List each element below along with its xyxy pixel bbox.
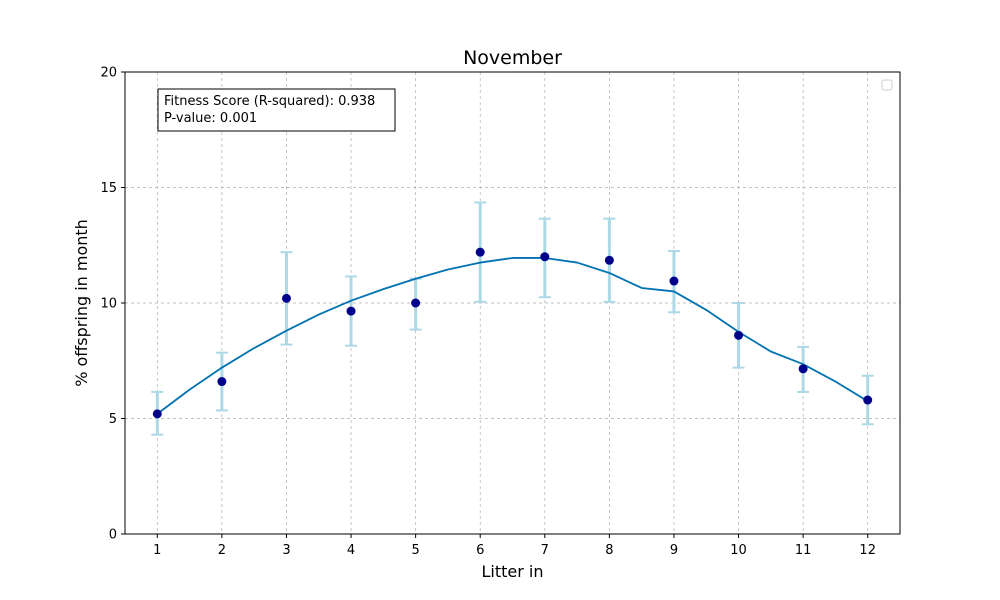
data-point bbox=[346, 306, 356, 316]
data-point bbox=[798, 364, 808, 374]
data-point bbox=[604, 255, 614, 265]
data-point bbox=[217, 377, 227, 387]
x-tick-label: 11 bbox=[795, 543, 812, 558]
x-tick-label: 10 bbox=[730, 543, 747, 558]
y-axis-label: % offspring in month bbox=[72, 219, 91, 387]
x-tick-label: 3 bbox=[282, 543, 290, 558]
data-point bbox=[411, 298, 421, 308]
x-tick-label: 9 bbox=[670, 543, 678, 558]
x-axis-label: Litter in bbox=[482, 562, 544, 581]
y-tick-label: 0 bbox=[109, 528, 117, 543]
fit-curve-group bbox=[156, 257, 869, 415]
data-point bbox=[475, 247, 485, 257]
x-tick-label: 8 bbox=[605, 543, 613, 558]
x-tick-label: 4 bbox=[347, 543, 355, 558]
fit-curve bbox=[156, 257, 869, 415]
y-tick-label: 10 bbox=[100, 297, 117, 312]
stats-box-frame bbox=[157, 88, 396, 132]
stats-p-value: P-value: 0.001 bbox=[164, 111, 257, 126]
x-tick-label: 1 bbox=[153, 543, 161, 558]
data-point bbox=[540, 252, 550, 262]
x-tick-label: 2 bbox=[218, 543, 226, 558]
stats-box: Fitness Score (R-squared): 0.938 P-value… bbox=[157, 88, 396, 132]
data-point bbox=[152, 409, 162, 419]
x-tick-label: 6 bbox=[476, 543, 484, 558]
x-axis-ticks: 1 2 3 4 5 6 7 8 9 10 11 12 bbox=[153, 534, 876, 558]
x-tick-label: 7 bbox=[541, 543, 549, 558]
data-point bbox=[669, 276, 679, 286]
y-axis-ticks: 0 5 10 15 20 bbox=[100, 66, 125, 543]
y-tick-label: 20 bbox=[100, 66, 117, 81]
y-tick-label: 15 bbox=[100, 181, 117, 196]
x-tick-label: 12 bbox=[859, 543, 876, 558]
data-point bbox=[863, 395, 873, 405]
x-tick-label: 5 bbox=[411, 543, 419, 558]
chart-title: November bbox=[463, 47, 562, 69]
y-tick-label: 5 bbox=[109, 412, 117, 427]
data-points bbox=[152, 247, 873, 419]
data-point bbox=[281, 293, 291, 303]
data-point bbox=[734, 330, 744, 340]
legend-box bbox=[881, 79, 893, 91]
stats-r-squared: Fitness Score (R-squared): 0.938 bbox=[164, 94, 375, 109]
